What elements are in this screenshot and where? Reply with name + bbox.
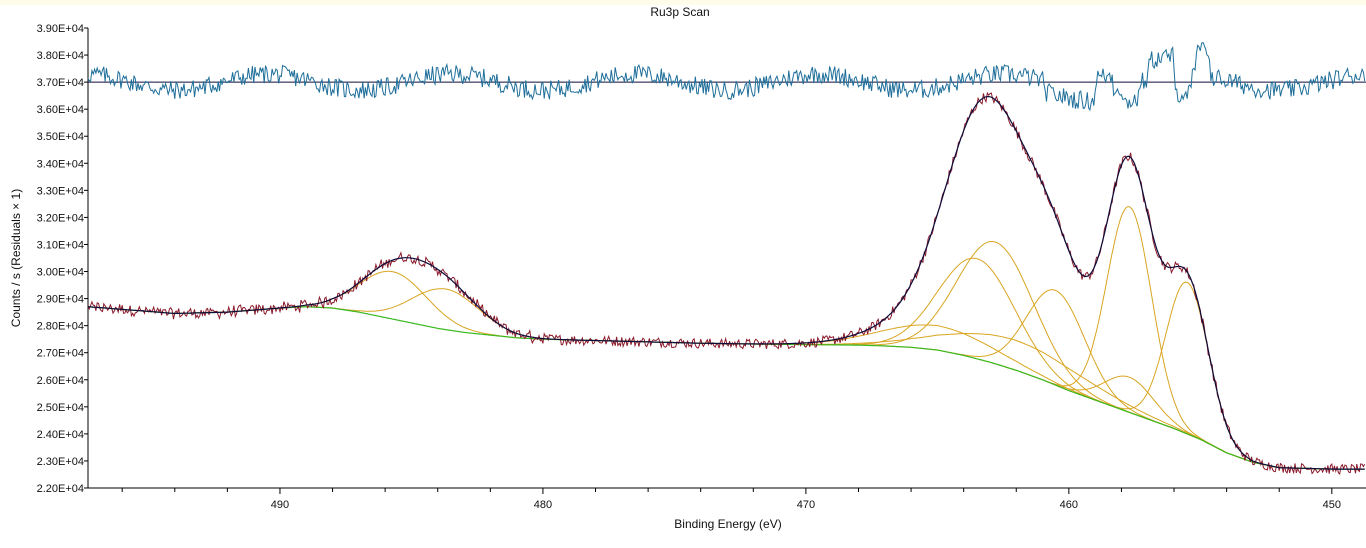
- y-tick-label: 2.80E+04: [37, 321, 84, 333]
- y-tick-label: 2.70E+04: [37, 348, 84, 360]
- envelope-line: [87, 95, 1365, 470]
- y-tick-label: 2.20E+04: [37, 483, 84, 495]
- x-tick-label: 490: [271, 499, 289, 511]
- component-peak-4: [763, 241, 1227, 454]
- component-peak-8: [992, 206, 1267, 466]
- top-band: [0, 0, 1366, 5]
- y-tick-label: 2.90E+04: [37, 294, 84, 306]
- y-tick-label: 3.70E+04: [37, 77, 84, 89]
- y-tick-label: 2.50E+04: [37, 402, 84, 414]
- x-tick-label: 450: [1323, 499, 1341, 511]
- x-axis-title: Binding Energy (eV): [674, 517, 781, 531]
- y-axis-title: Counts / s (Residuals × 1): [9, 189, 23, 327]
- y-tick-label: 2.40E+04: [37, 429, 84, 441]
- component-peak-9: [979, 359, 1280, 469]
- y-tick-label: 3.10E+04: [37, 239, 84, 251]
- y-tick-label: 3.20E+04: [37, 212, 84, 224]
- y-tick-label: 3.60E+04: [37, 104, 84, 116]
- y-axis: 2.20E+04 2.30E+04 2.40E+04 2.50E+04 2.60E+04…: [37, 23, 88, 495]
- y-tick-label: 3.30E+04: [37, 185, 84, 197]
- y-tick-label: 3.80E+04: [37, 50, 84, 62]
- component-peak-10: [1058, 281, 1317, 470]
- x-tick-label: 480: [534, 499, 552, 511]
- component-peak-1: [189, 270, 597, 342]
- y-tick-label: 3.90E+04: [37, 23, 84, 35]
- series-layer: [87, 41, 1366, 475]
- y-tick-label: 3.40E+04: [37, 158, 84, 170]
- x-tick-label: 460: [1060, 499, 1078, 511]
- y-tick-label: 3.00E+04: [37, 267, 84, 279]
- x-axis: 490 480 470 460 450: [121, 488, 1341, 511]
- component-peak-6: [607, 333, 1365, 470]
- x-tick-label: 470: [797, 499, 815, 511]
- chart-title: Ru3p Scan: [650, 5, 709, 19]
- background-line: [87, 306, 1365, 470]
- y-tick-label: 2.30E+04: [37, 456, 84, 468]
- residuals-line: [87, 41, 1366, 112]
- y-tick-label: 2.60E+04: [37, 375, 84, 387]
- y-tick-label: 3.50E+04: [37, 131, 84, 143]
- plot-frame: [87, 28, 1366, 489]
- data-line: [87, 91, 1366, 475]
